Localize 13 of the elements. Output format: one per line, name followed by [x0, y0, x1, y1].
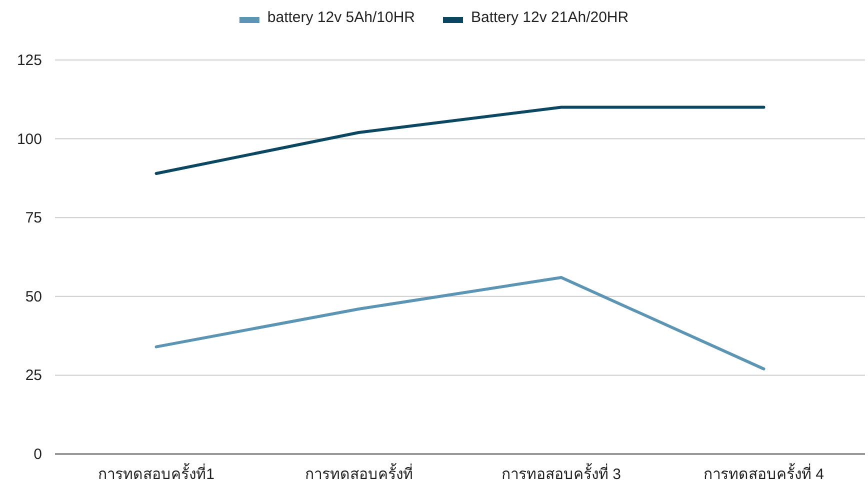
legend-label: Battery 12v 21Ah/20HR: [471, 9, 629, 26]
y-tick-label: 0: [34, 446, 42, 463]
y-tick-label: 25: [25, 367, 42, 384]
y-tick-label: 125: [16, 52, 42, 69]
line-series: [154, 276, 766, 370]
y-tick-label: 100: [16, 130, 42, 148]
y-tick-label: 75: [25, 210, 42, 227]
legend-label: battery 12v 5Ah/10HR: [267, 9, 416, 26]
x-tick-label: การทอสอบครั้งที่ 3: [501, 463, 622, 483]
x-tick-label: การทดสอบครั้งที่1: [98, 463, 214, 483]
x-tick-label: การทดสอบครั้งที่: [304, 463, 413, 483]
y-tick-label: 50: [25, 288, 42, 306]
x-tick-label: การทดสอบครั้งที่ 4: [703, 463, 824, 483]
